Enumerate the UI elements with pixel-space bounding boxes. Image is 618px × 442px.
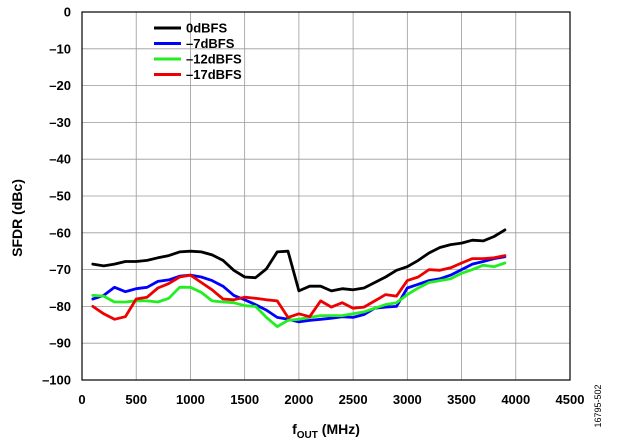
legend-label: –7dBFS [186,36,235,51]
x-tick-label: 2000 [284,392,313,407]
x-tick-label: 1000 [176,392,205,407]
x-tick-label: 0 [78,392,85,407]
x-tick-label: 4000 [501,392,530,407]
y-tick-label: –80 [49,299,71,314]
series-line-3 [91,254,507,321]
x-axis-label-subscript: OUT [297,430,318,441]
legend: 0dBFS–7dBFS–12dBFS–17dBFS [154,21,242,82]
plot-frame [81,11,571,381]
y-tick-label: –90 [49,336,71,351]
legend-label: 0dBFS [186,21,228,36]
x-axis-label-unit: (MHz) [318,421,360,437]
x-tick-label: 4500 [556,392,585,407]
x-tick-label: 1500 [230,392,259,407]
x-tick-label: 3000 [393,392,422,407]
series-line-1 [91,255,507,324]
x-tick-label: 500 [125,392,147,407]
series-line-2 [91,261,507,329]
y-axis-label: SFDR (dBc) [9,179,25,257]
x-tick-labels: 0 500 1000 1500 2000 2500 3000 3500 4000 4500 [78,392,584,407]
series-line-0 [91,228,507,293]
y-tick-label: –60 [49,225,71,240]
y-tick-label: –50 [49,189,71,204]
x-tick-label: 3500 [447,392,476,407]
y-tick-label: –10 [49,41,71,56]
x-axis-label-main: f [292,421,297,437]
legend-label: –12dBFS [186,52,242,67]
grid [81,11,571,381]
series-lines [91,228,507,329]
y-tick-label: –40 [49,152,71,167]
y-tick-labels: 0 –10 –20 –30 –40 –50 –60 –70 –80 –90 –100 [42,5,71,388]
x-axis-label: fOUT (MHz) [292,421,360,441]
y-tick-label: –20 [49,78,71,93]
figure-id: 16795-502 [593,384,603,427]
y-tick-label: –70 [49,262,71,277]
y-tick-label: 0 [64,5,71,20]
legend-label: –17dBFS [186,67,242,82]
x-tick-label: 2500 [339,392,368,407]
y-tick-label: –30 [49,115,71,130]
y-tick-label: –100 [42,373,71,388]
